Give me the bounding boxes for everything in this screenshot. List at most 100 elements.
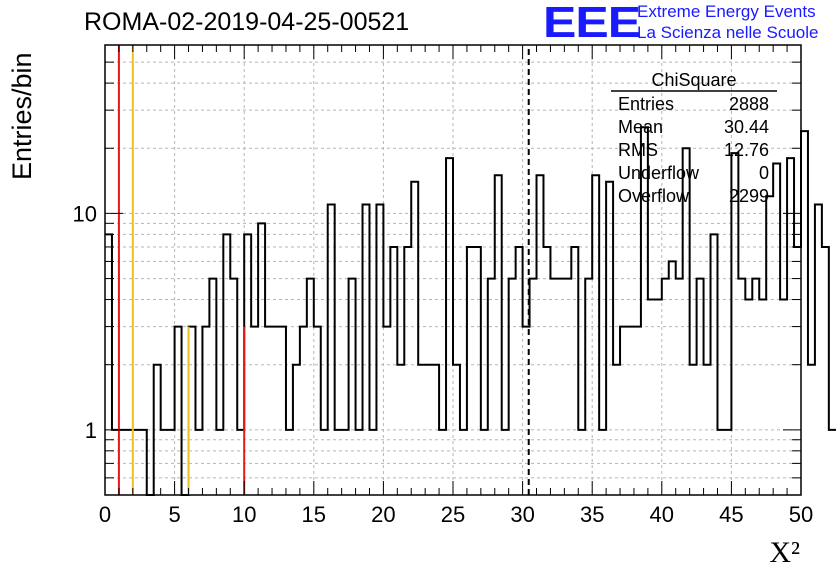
x-tick-label: 20 <box>371 502 395 527</box>
histogram-bin <box>209 279 216 495</box>
histogram-bin <box>293 365 300 495</box>
y-tick-labels: 1 10 <box>73 201 97 442</box>
histogram-bin <box>161 430 168 495</box>
histogram-bin <box>335 430 342 495</box>
plot-title: ROMA-02-2019-04-25-00521 <box>84 8 410 36</box>
x-tick-labels: 0 5 10 15 20 25 30 35 40 45 50 <box>99 502 813 527</box>
histogram-bin <box>592 175 599 495</box>
histogram-bin <box>439 430 446 495</box>
histogram-bin <box>376 204 383 495</box>
histogram-bin <box>244 234 251 495</box>
histogram-bin <box>119 430 126 495</box>
stats-label-underflow: Underflow <box>618 163 700 183</box>
histogram-bin <box>251 327 258 495</box>
histogram-bin <box>606 182 613 495</box>
histogram-bin <box>432 365 439 495</box>
x-tick-label: 10 <box>232 502 256 527</box>
histogram-bin <box>711 234 718 495</box>
axis-ticks <box>104 44 802 496</box>
eee-logo: EEE <box>543 0 641 47</box>
x-tick-label: 35 <box>580 502 604 527</box>
histogram-bin <box>272 327 279 495</box>
histogram-bin <box>801 131 808 495</box>
histogram-bin <box>543 247 550 495</box>
logo-tagline-2: La Scienza nelle Scuole <box>637 23 819 42</box>
histogram-bin <box>557 279 564 495</box>
histogram-bin <box>822 247 829 495</box>
histogram-bin <box>669 261 676 495</box>
histogram-bin <box>766 196 773 495</box>
histogram-bin <box>474 247 481 495</box>
x-tick-label: 25 <box>441 502 465 527</box>
x-axis-label: Χ² <box>769 536 800 569</box>
histogram-bin <box>571 247 578 495</box>
histogram-bin <box>599 430 606 495</box>
histogram-bin <box>509 279 516 495</box>
histogram-bin <box>481 430 488 495</box>
histogram-bin <box>460 430 467 495</box>
histogram-bin <box>488 279 495 495</box>
histogram-bin <box>286 430 293 495</box>
histogram-bin <box>627 327 634 495</box>
histogram-bin <box>537 175 544 495</box>
stats-value-mean: 30.44 <box>724 117 769 137</box>
x-tick-label: 45 <box>719 502 743 527</box>
histogram-bin <box>759 300 766 495</box>
histogram-bin <box>655 300 662 495</box>
histogram-bin <box>418 365 425 495</box>
histogram-bin <box>223 234 230 495</box>
histogram-bin <box>230 279 237 495</box>
y-axis-label: Entries/bin <box>7 52 37 180</box>
stats-label-overflow: Overflow <box>618 186 690 206</box>
histogram-bin <box>467 247 474 495</box>
histogram-bin <box>662 279 669 495</box>
histogram-bin <box>794 247 801 495</box>
histogram-bin <box>258 223 265 495</box>
histogram-bin <box>300 327 307 495</box>
x-tick-label: 15 <box>302 502 326 527</box>
histogram-bin <box>363 204 370 495</box>
histogram-bin <box>585 279 592 495</box>
histogram-bin <box>279 327 286 495</box>
histogram-bin <box>265 327 272 495</box>
histogram-bin <box>648 300 655 495</box>
x-tick-label: 30 <box>510 502 534 527</box>
histogram-bin <box>752 279 759 495</box>
y-tick-label: 10 <box>73 201 97 226</box>
histogram-bin <box>808 365 815 495</box>
histogram-bin <box>453 365 460 495</box>
histogram-bin <box>530 279 537 495</box>
histogram-bin <box>676 279 683 495</box>
histogram-bin <box>342 430 349 495</box>
histogram-bin <box>168 430 175 495</box>
x-tick-label: 5 <box>168 502 180 527</box>
histogram-bin <box>133 430 140 495</box>
stats-box: ChiSquare Entries 2888 Mean 30.44 RMS 12… <box>611 70 777 206</box>
x-tick-label: 0 <box>99 502 111 527</box>
histogram-bin <box>829 430 836 495</box>
histogram-bin <box>738 279 745 495</box>
histogram-bin <box>390 247 397 495</box>
histogram-bin <box>202 327 209 495</box>
histogram-bin <box>154 365 161 495</box>
histogram-outline <box>105 126 836 496</box>
marker-lines <box>117 45 530 495</box>
histogram-bin <box>404 247 411 495</box>
stats-value-underflow: 0 <box>759 163 769 183</box>
histogram-bin <box>307 279 314 495</box>
histogram-bin <box>216 430 223 495</box>
histogram-bin <box>383 327 390 495</box>
histogram-bin <box>321 430 328 495</box>
stats-label-mean: Mean <box>618 117 663 137</box>
stats-box-title: ChiSquare <box>651 70 736 90</box>
histogram-bin <box>237 430 244 495</box>
histogram-bin <box>815 204 822 495</box>
histogram-bin <box>140 430 147 495</box>
stats-label-entries: Entries <box>618 94 674 114</box>
stats-value-overflow: 2299 <box>729 186 769 206</box>
histogram-bin <box>495 175 502 495</box>
histogram-bin <box>564 279 571 495</box>
histogram-bin <box>446 158 453 495</box>
logo-tagline-1: Extreme Energy Events <box>637 2 816 21</box>
